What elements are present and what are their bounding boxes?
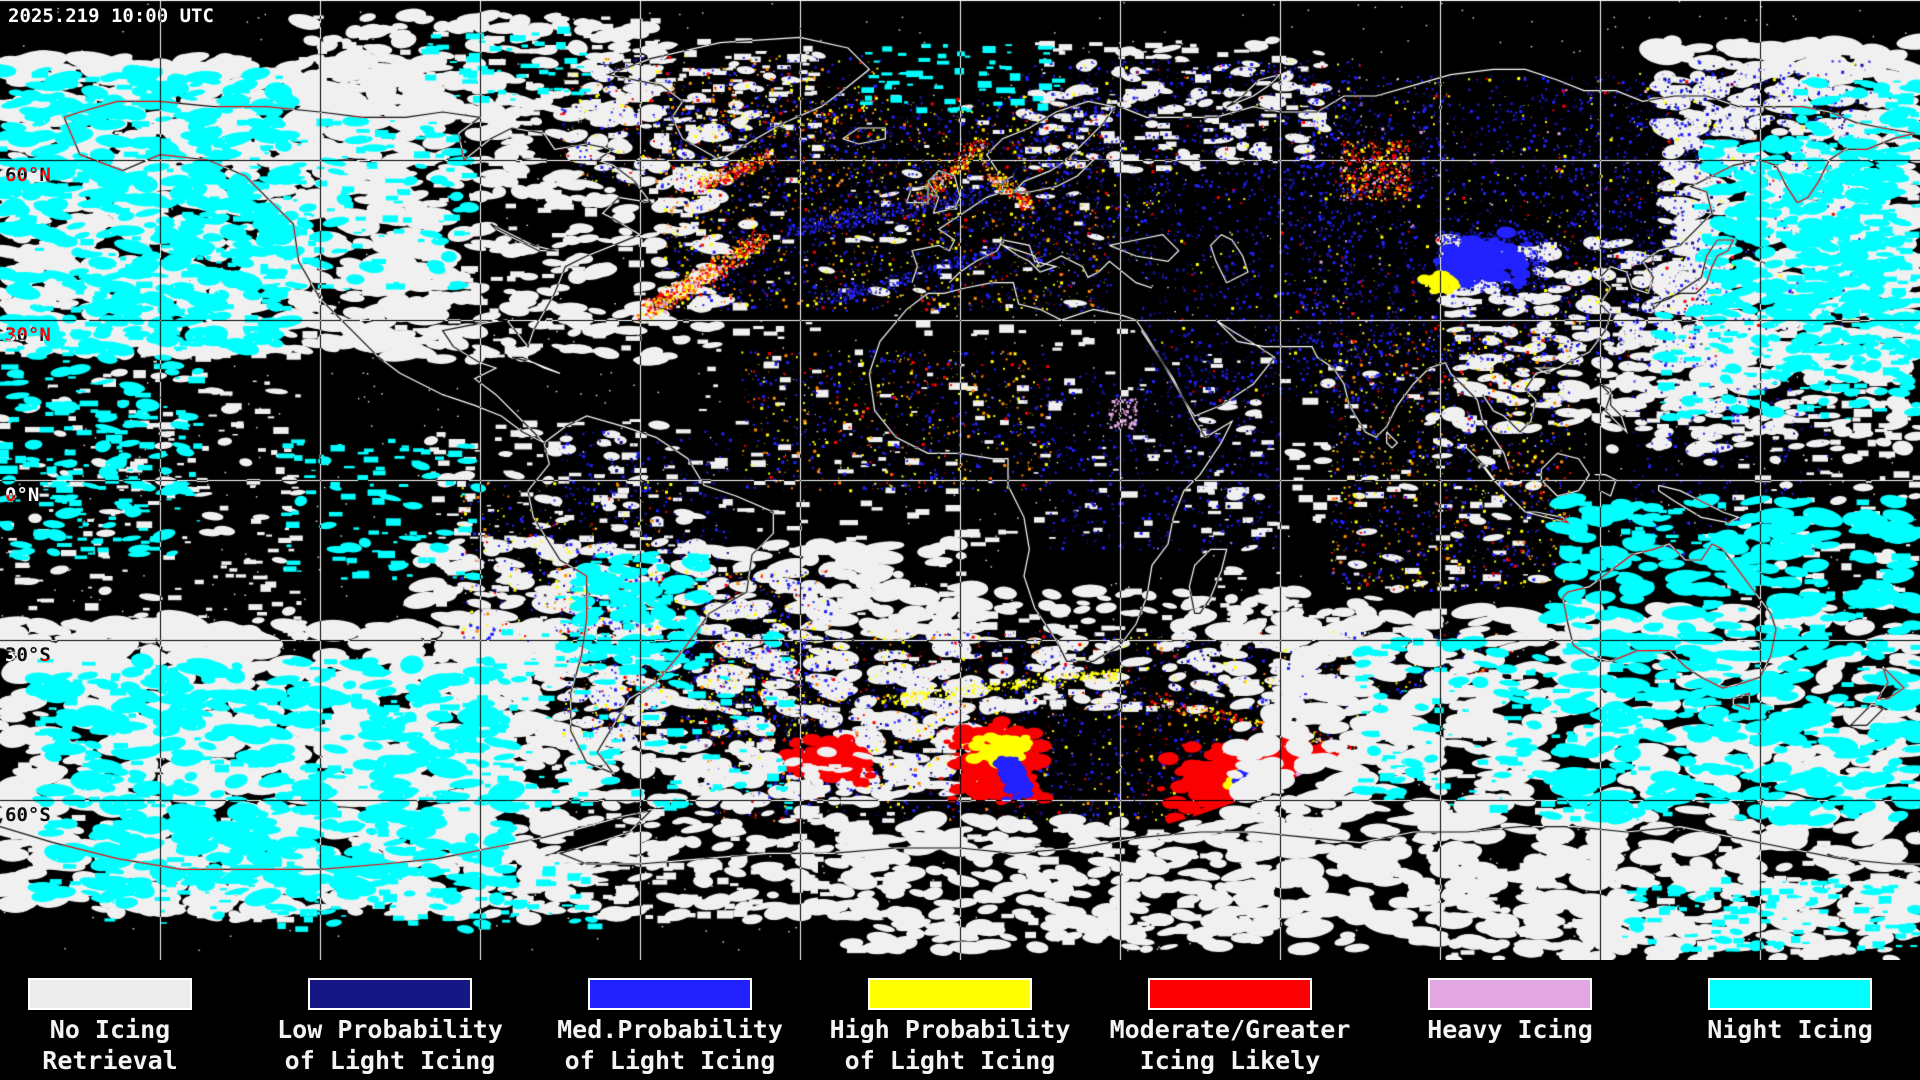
legend-label-line: Icing Likely [1139,1046,1321,1075]
legend-label-line: Night Icing [1707,1015,1873,1044]
legend-label-moderate-greater-icing: Moderate/Greater Icing Likely [1070,1014,1390,1076]
legend-label-line: Retrieval [42,1046,178,1075]
latitude-label: 60°N [5,164,51,186]
legend-label-line: of Light Icing [564,1046,776,1075]
legend-label-low-probability-light-icing: Low Probability of Light Icing [230,1014,550,1076]
legend-swatch-moderate-greater-icing [1148,978,1312,1010]
legend-swatch-night-icing [1708,978,1872,1010]
legend-label-line: Low Probability [277,1015,503,1044]
legend-entry-high-probability-light-icing: High Probability of Light Icing [790,960,1110,1076]
latitude-label: 30°S [5,644,51,666]
legend-entry-med-probability-light-icing: Med.Probability of Light Icing [510,960,830,1076]
legend: No Icing Retrieval Low Probability of Light… [0,960,1920,1080]
legend-entry-night-icing: Night Icing [1630,960,1920,1045]
legend-label-line: High Probability [829,1015,1071,1044]
legend-label-med-probability-light-icing: Med.Probability of Light Icing [510,1014,830,1076]
legend-label-heavy-icing: Heavy Icing [1350,1014,1670,1045]
legend-entry-low-probability-light-icing: Low Probability of Light Icing [230,960,550,1076]
latitude-label: 0°N [5,484,40,506]
legend-label-line: Heavy Icing [1427,1015,1593,1044]
legend-label-line: of Light Icing [844,1046,1056,1075]
legend-swatch-heavy-icing [1428,978,1592,1010]
latitude-label: 30°N [5,324,51,346]
world-icing-map-canvas [0,0,1920,960]
legend-entry-heavy-icing: Heavy Icing [1350,960,1670,1045]
legend-label-line: Moderate/Greater [1109,1015,1351,1044]
legend-label-line: of Light Icing [284,1046,496,1075]
legend-swatch-low-probability-light-icing [308,978,472,1010]
legend-label-line: No Icing [49,1015,171,1044]
legend-label-night-icing: Night Icing [1630,1014,1920,1045]
legend-entry-moderate-greater-icing: Moderate/Greater Icing Likely [1070,960,1390,1076]
legend-label-line: Med.Probability [557,1015,783,1044]
legend-swatch-med-probability-light-icing [588,978,752,1010]
legend-label-high-probability-light-icing: High Probability of Light Icing [790,1014,1110,1076]
legend-label-no-icing-retrieval: No Icing Retrieval [0,1014,270,1076]
legend-swatch-no-icing-retrieval [28,978,192,1010]
legend-entry-no-icing-retrieval: No Icing Retrieval [0,960,270,1076]
legend-swatch-high-probability-light-icing [868,978,1032,1010]
timestamp: 2025.219 10:00 UTC [8,5,214,27]
latitude-label: 60°S [5,804,51,826]
